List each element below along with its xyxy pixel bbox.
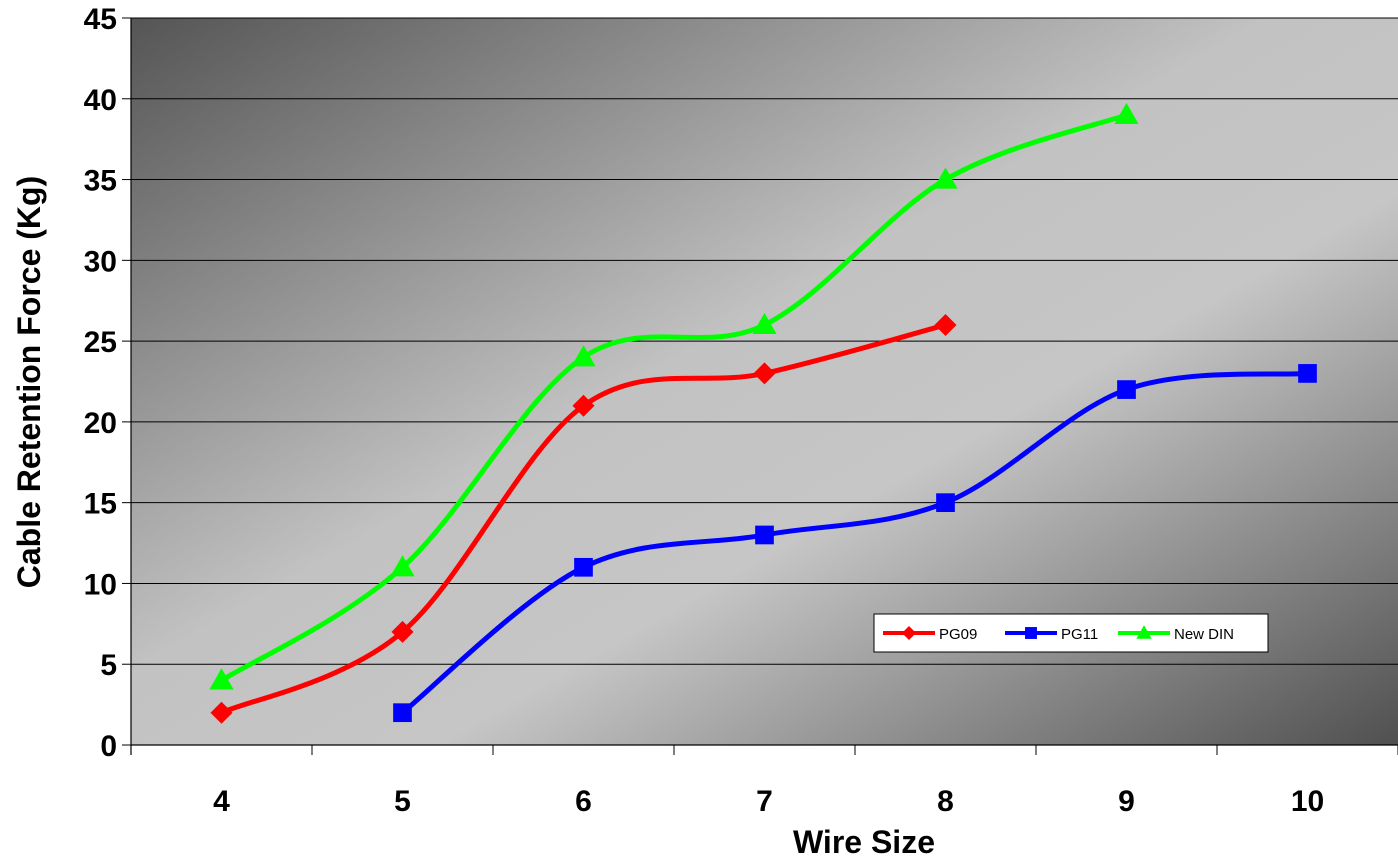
y-axis-tick-labels: 0 5 10 15 20 25 30 35 40 45: [84, 3, 117, 763]
legend: PG09 PG11 New DIN: [873, 613, 1269, 653]
y-tick-label: 15: [84, 488, 117, 521]
legend-label-new-din: New DIN: [1174, 626, 1234, 643]
data-point-pg11: [755, 525, 774, 545]
x-axis-title: Wire Size: [793, 824, 935, 860]
x-tick-label: 4: [213, 785, 230, 818]
data-point-pg11: [574, 557, 593, 577]
x-axis-tick-labels: 4 5 6 7 8 9 10: [213, 785, 1324, 818]
y-tick-label: 30: [84, 245, 117, 278]
x-tick-label: 9: [1118, 785, 1135, 818]
legend-label-pg09: PG09: [939, 626, 977, 643]
x-tick-label: 8: [937, 785, 954, 818]
y-tick-label: 45: [84, 3, 117, 36]
y-tick-label: 0: [100, 730, 117, 763]
data-point-new-din: [752, 312, 777, 335]
data-point-new-din: [390, 555, 415, 577]
legend-marker-pg11: [1025, 627, 1037, 639]
data-point-pg11: [1298, 364, 1317, 383]
series-line-new-din: [219, 112, 1129, 683]
series-lines: [219, 112, 1310, 716]
data-point-pg09: [391, 620, 414, 643]
gridlines: [131, 17, 1398, 665]
y-axis-title: Cable Retention Force (Kg): [11, 176, 47, 588]
y-tick-label: 25: [84, 326, 117, 359]
data-point-new-din: [1114, 102, 1139, 125]
x-tick-label: 7: [756, 785, 773, 818]
legend-marker-new-din: [1136, 625, 1152, 639]
data-point-pg09: [753, 362, 776, 385]
y-tick-label: 10: [84, 568, 117, 601]
x-tick-label: 5: [394, 785, 411, 818]
legend-box: [873, 613, 1269, 653]
x-tick-label: 10: [1291, 785, 1324, 818]
series-markers: [209, 102, 1317, 724]
x-tick-label: 6: [575, 785, 592, 818]
y-tick-label: 40: [84, 84, 117, 117]
axes: [122, 17, 1398, 755]
data-point-pg09: [210, 701, 233, 724]
data-point-new-din: [933, 167, 958, 189]
data-point-new-din: [571, 345, 596, 367]
legend-marker-pg09: [902, 626, 916, 640]
y-tick-label: 35: [84, 165, 117, 198]
series-line-pg11: [400, 370, 1310, 716]
legend-label-pg11: PG11: [1061, 626, 1098, 643]
data-point-pg11: [393, 703, 412, 723]
y-tick-label: 20: [84, 407, 117, 440]
series-line-pg09: [219, 322, 948, 716]
data-point-pg09: [934, 313, 957, 336]
y-tick-label: 5: [100, 649, 117, 682]
data-point-pg11: [936, 493, 955, 513]
data-point-pg09: [572, 394, 595, 417]
data-point-new-din: [209, 668, 234, 690]
data-point-pg11: [1117, 380, 1136, 399]
